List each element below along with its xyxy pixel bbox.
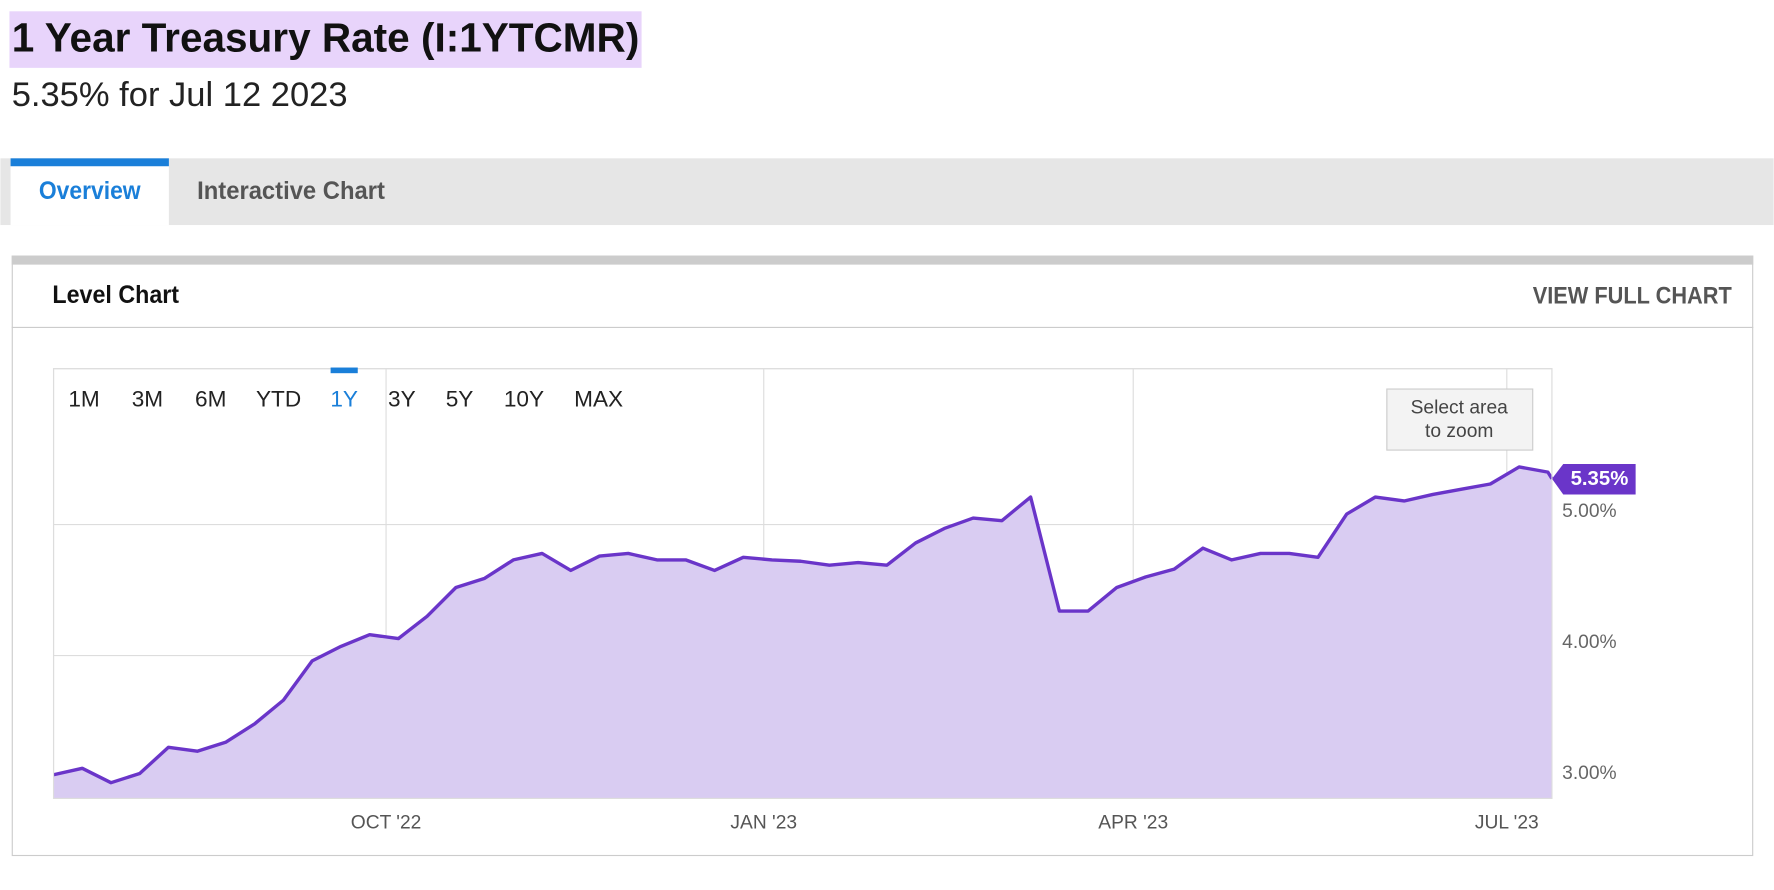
panel-top [11, 255, 1754, 265]
x-tick-label: APR '23 [1098, 812, 1168, 833]
range-button[interactable]: 5Y [446, 386, 474, 411]
x-tick-label: OCT '22 [351, 812, 422, 833]
range-button[interactable]: MAX [574, 386, 623, 411]
title-highlight [9, 11, 642, 68]
range-button[interactable]: 1M [68, 386, 99, 411]
x-tick-label: JAN '23 [730, 812, 797, 833]
tab[interactable]: Interactive Chart [197, 177, 385, 205]
area [53, 466, 1552, 799]
value-badge-label: 5.35% [1571, 468, 1629, 490]
view-full-chart[interactable]: VIEW FULL CHART [1533, 284, 1732, 310]
panel-title: Level Chart [52, 281, 179, 309]
subtitle: 5.35% for Jul 12 2023 [12, 76, 348, 114]
range-button[interactable]: 3Y [388, 386, 416, 411]
zoom-hint-box [1386, 388, 1534, 451]
range-button[interactable]: 1Y [330, 386, 358, 411]
tab-indicator [10, 158, 169, 167]
range-button[interactable]: 3M [132, 386, 163, 411]
range-button[interactable]: YTD [256, 386, 301, 411]
x-tick-label: JUL '23 [1475, 812, 1539, 833]
tab-bar [0, 158, 1774, 226]
zoom-hint: Select area [1411, 397, 1509, 418]
y-tick-label: 4.00% [1562, 632, 1617, 653]
value-badge [1551, 464, 1636, 495]
zoom-hint: to zoom [1425, 421, 1493, 442]
plot-border [52, 368, 1553, 799]
line [53, 465, 1554, 785]
range-button[interactable]: 10Y [504, 386, 544, 411]
range-button[interactable]: 6M [195, 386, 226, 411]
page-title: 1 Year Treasury Rate (I:1YTCMR) [12, 14, 640, 60]
tab-active[interactable] [10, 158, 169, 226]
range-indicator [330, 367, 358, 374]
y-tick-label: 5.00% [1562, 501, 1617, 522]
tab[interactable]: Overview [39, 177, 141, 205]
y-tick-label: 3.00% [1562, 763, 1617, 784]
